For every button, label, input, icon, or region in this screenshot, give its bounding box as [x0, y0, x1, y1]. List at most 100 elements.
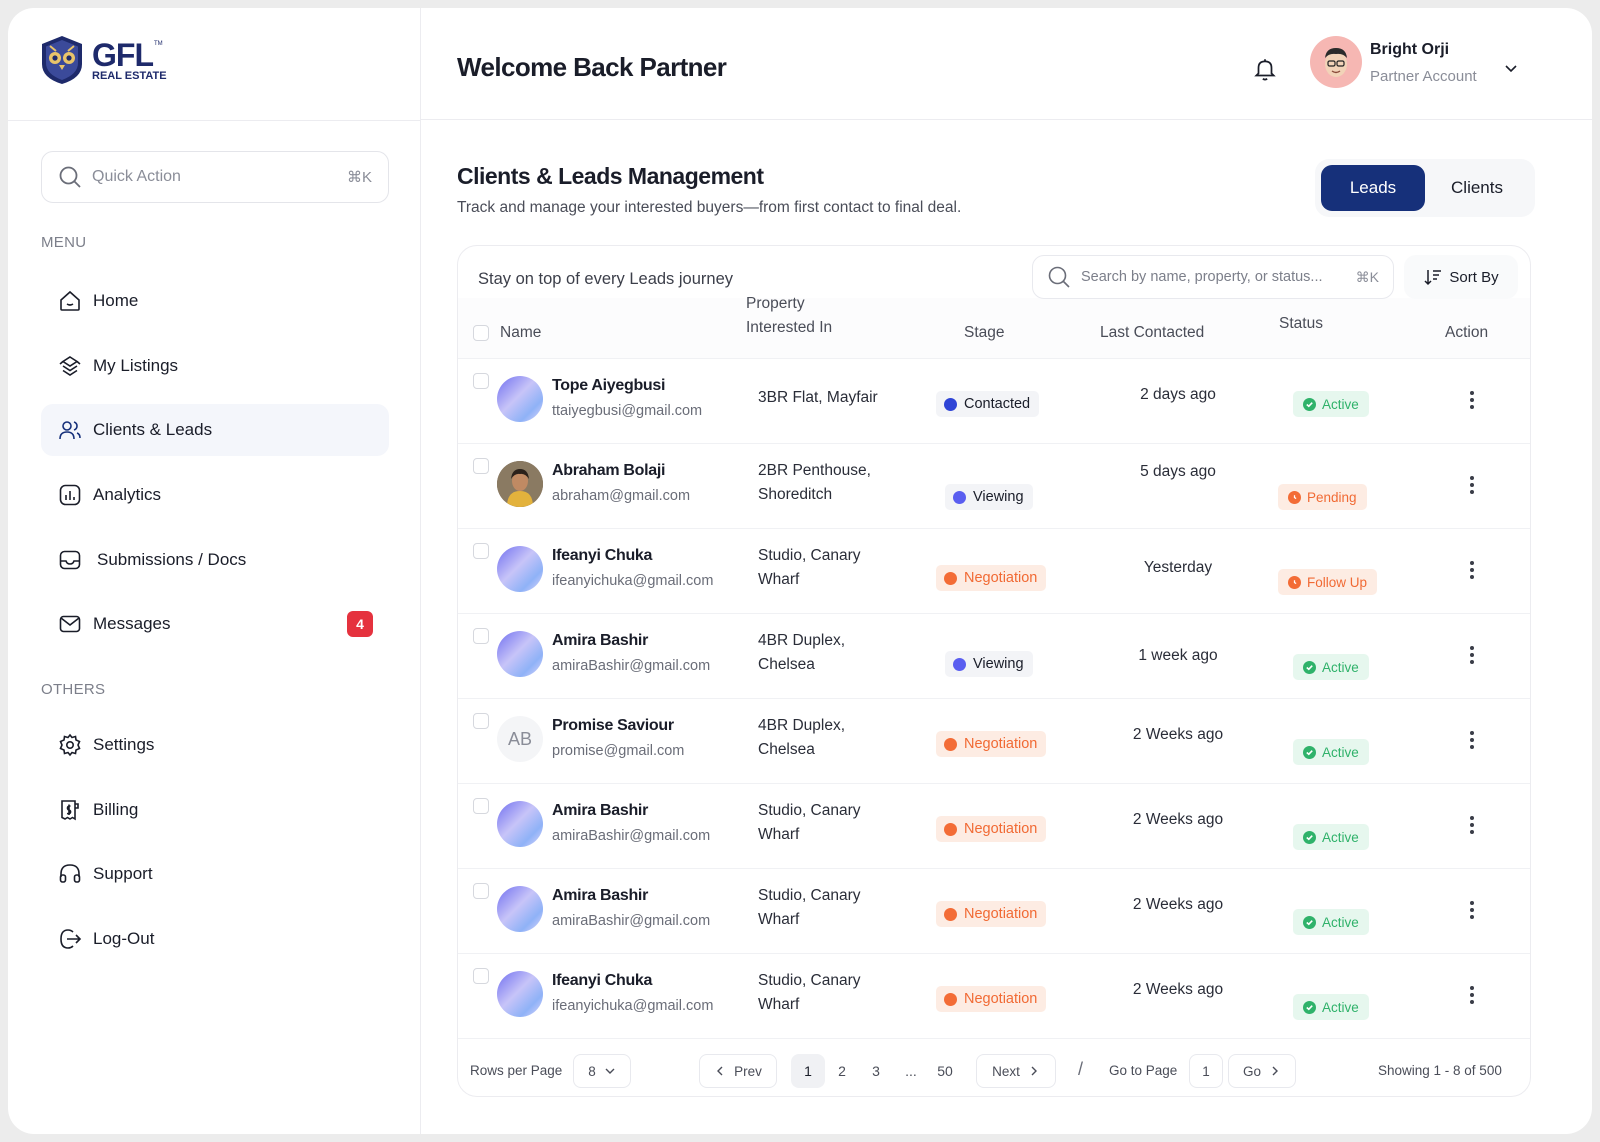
check-circle-icon — [1303, 660, 1316, 674]
tab-leads[interactable]: Leads — [1321, 165, 1425, 211]
property-line-2: Wharf — [758, 911, 800, 928]
analytics-icon — [57, 482, 83, 508]
leads-clients-toggle: Leads Clients — [1315, 159, 1535, 217]
next-page-button[interactable]: Next — [976, 1054, 1056, 1088]
page-3[interactable]: 3 — [872, 1063, 880, 1079]
last-contacted: 2 Weeks ago — [1132, 726, 1224, 743]
last-contacted: 1 week ago — [1138, 647, 1218, 664]
kebab-dot — [1470, 398, 1474, 402]
row-checkbox[interactable] — [473, 373, 489, 389]
table-search[interactable]: ⌘K — [1032, 255, 1394, 299]
showing-count: Showing 1 - 8 of 500 — [1378, 1063, 1502, 1078]
go-button[interactable]: Go — [1228, 1054, 1296, 1088]
row-checkbox[interactable] — [473, 968, 489, 984]
table-row[interactable]: Abraham Bolaji abraham@gmail.com 2BR Pen… — [458, 443, 1530, 528]
client-name[interactable]: Ifeanyi Chuka — [552, 547, 653, 564]
column-action[interactable]: Action — [1445, 324, 1489, 341]
inbox-icon — [57, 547, 83, 573]
table-row[interactable]: Amira Bashir amiraBashir@gmail.com Studi… — [458, 868, 1530, 953]
row-actions-menu[interactable] — [1470, 646, 1474, 664]
stage-dot-icon — [953, 657, 966, 671]
row-actions-menu[interactable] — [1470, 986, 1474, 1004]
go-label: Go — [1242, 1063, 1261, 1079]
table-row[interactable]: Tope Aiyegbusi ttaiyegbusi@gmail.com 3BR… — [458, 358, 1530, 443]
notifications-button[interactable] — [1252, 56, 1278, 87]
search-input[interactable] — [1081, 269, 1356, 285]
row-checkbox[interactable] — [473, 798, 489, 814]
page-50[interactable]: 50 — [937, 1063, 953, 1079]
sidebar-item-submissions-docs[interactable]: Submissions / Docs — [41, 534, 389, 586]
sidebar-item-billing[interactable]: Billing — [41, 784, 389, 836]
column-property-line1[interactable]: Property — [746, 295, 805, 312]
table-row[interactable]: Amira Bashir amiraBashir@gmail.com 4BR D… — [458, 613, 1530, 698]
page-2[interactable]: 2 — [838, 1063, 846, 1079]
tab-clients[interactable]: Clients — [1451, 178, 1503, 197]
brand-logo[interactable]: GFL TM REAL ESTATE — [38, 34, 167, 86]
status-label: Pending — [1307, 489, 1357, 505]
rows-per-page-select[interactable]: 8 — [573, 1054, 631, 1088]
row-actions-menu[interactable] — [1470, 816, 1474, 834]
table-row[interactable]: Ifeanyi Chuka ifeanyichuka@gmail.com Stu… — [458, 528, 1530, 613]
client-email: ifeanyichuka@gmail.com — [552, 573, 714, 589]
row-checkbox[interactable] — [473, 628, 489, 644]
quick-action-search[interactable]: Quick Action ⌘K — [41, 151, 389, 203]
column-stage[interactable]: Stage — [964, 324, 1005, 341]
prev-page-button[interactable]: Prev — [699, 1054, 777, 1088]
check-circle-icon — [1303, 745, 1316, 759]
row-actions-menu[interactable] — [1470, 391, 1474, 409]
row-actions-menu[interactable] — [1470, 731, 1474, 749]
stage-dot-icon — [944, 992, 957, 1006]
search-icon — [59, 166, 81, 188]
row-actions-menu[interactable] — [1470, 476, 1474, 494]
stage-label: Negotiation — [964, 821, 1038, 837]
client-name[interactable]: Amira Bashir — [552, 802, 648, 819]
sidebar-item-home[interactable]: Home — [41, 275, 389, 327]
client-name[interactable]: Abraham Bolaji — [552, 462, 666, 479]
brand-trademark: TM — [153, 40, 163, 47]
page-1[interactable]: 1 — [791, 1054, 825, 1088]
kebab-dot — [1470, 731, 1474, 735]
chevron-right-icon — [1031, 1066, 1037, 1076]
sidebar-item-label: Home — [93, 291, 139, 310]
client-name[interactable]: Amira Bashir — [552, 887, 648, 904]
table-row[interactable]: Amira Bashir amiraBashir@gmail.com Studi… — [458, 783, 1530, 868]
sidebar-divider — [8, 120, 421, 121]
user-menu-toggle[interactable] — [1503, 60, 1519, 81]
sidebar-item-support[interactable]: Support — [41, 848, 389, 900]
row-checkbox[interactable] — [473, 883, 489, 899]
messages-count-badge: 4 — [347, 611, 373, 637]
client-name[interactable]: Ifeanyi Chuka — [552, 972, 653, 989]
user-avatar[interactable] — [1310, 36, 1362, 88]
sidebar-item-messages[interactable]: Messages 4 — [41, 598, 389, 650]
sidebar-item-settings[interactable]: Settings — [41, 719, 389, 771]
sidebar-item-label: Submissions / Docs — [97, 550, 247, 569]
stage-badge: Viewing — [945, 484, 1033, 510]
stage-label: Negotiation — [964, 570, 1038, 586]
column-status[interactable]: Status — [1279, 315, 1323, 332]
column-property-line2[interactable]: Interested In — [746, 319, 833, 336]
client-name[interactable]: Amira Bashir — [552, 632, 648, 649]
sidebar-item-clients-leads[interactable]: Clients & Leads — [41, 404, 389, 456]
row-checkbox[interactable] — [473, 713, 489, 729]
row-actions-menu[interactable] — [1470, 901, 1474, 919]
column-name[interactable]: Name — [500, 324, 542, 341]
column-last-contacted[interactable]: Last Contacted — [1100, 324, 1205, 341]
leads-table-card: Name Property Interested In Stage Last C… — [457, 245, 1531, 1097]
sort-by-button[interactable]: Sort By — [1404, 255, 1518, 299]
check-circle-icon — [1303, 830, 1316, 844]
sidebar-item-logout[interactable]: Log-Out — [41, 913, 389, 965]
table-row[interactable]: AB Promise Saviour promise@gmail.com 4BR… — [458, 698, 1530, 783]
client-email: amiraBashir@gmail.com — [552, 913, 711, 929]
client-name[interactable]: Tope Aiyegbusi — [552, 377, 666, 394]
row-actions-menu[interactable] — [1470, 561, 1474, 579]
row-checkbox[interactable] — [473, 458, 489, 474]
select-all-checkbox[interactable] — [473, 325, 489, 341]
user-name: Bright Orji — [1370, 41, 1450, 58]
client-name[interactable]: Promise Saviour — [552, 717, 674, 734]
sidebar-item-analytics[interactable]: Analytics — [41, 469, 389, 521]
sidebar-item-my-listings[interactable]: My Listings — [41, 340, 389, 392]
table-row[interactable]: Ifeanyi Chuka ifeanyichuka@gmail.com Stu… — [458, 953, 1530, 1038]
go-to-page-input[interactable]: 1 — [1189, 1054, 1223, 1088]
row-checkbox[interactable] — [473, 543, 489, 559]
chevron-left-icon — [717, 1066, 723, 1076]
